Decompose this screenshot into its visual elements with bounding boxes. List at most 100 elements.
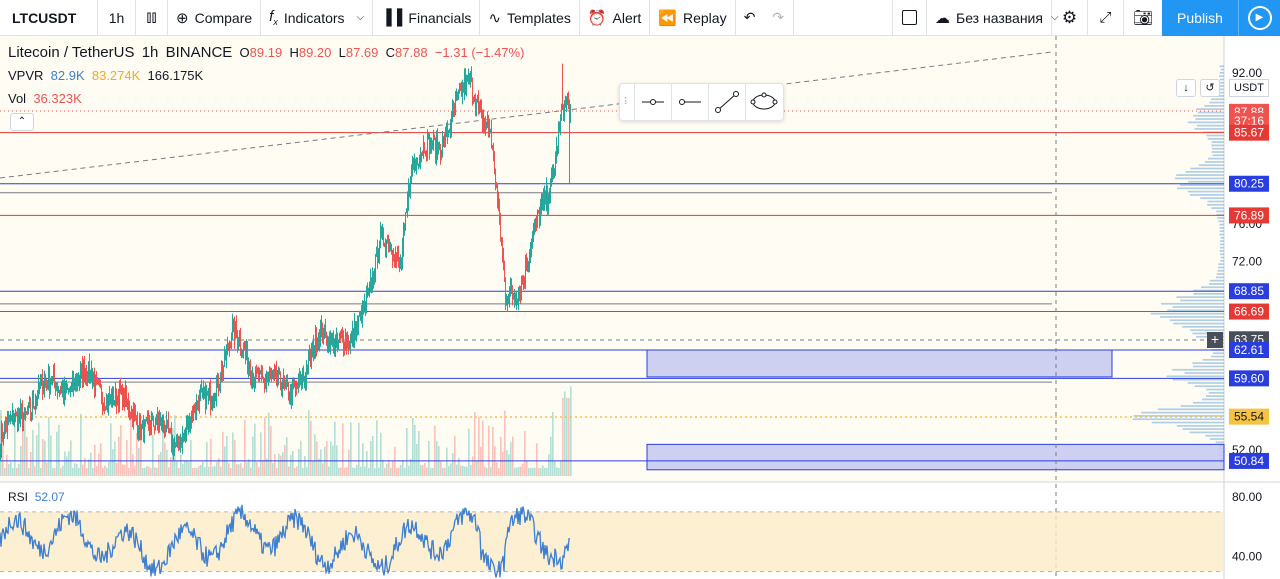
volume-bar bbox=[406, 427, 408, 476]
reset-scale-icon[interactable]: ↺ bbox=[1200, 79, 1220, 97]
horizontal-ray-tool[interactable] bbox=[634, 84, 671, 120]
templates-icon: ∿ bbox=[488, 9, 502, 27]
price-label: 62.61 bbox=[1234, 343, 1264, 357]
layout-name-button[interactable]: ☁ Без названия ⌵ bbox=[927, 0, 1059, 36]
volume-profile-row bbox=[1209, 283, 1224, 285]
volume-bar bbox=[528, 467, 530, 476]
volume-bar bbox=[410, 459, 412, 476]
trend-line-dashed[interactable] bbox=[0, 51, 1053, 179]
ray-tool[interactable] bbox=[671, 84, 708, 120]
volume-bar bbox=[92, 467, 94, 476]
undo-button[interactable]: ↶ bbox=[736, 0, 764, 36]
trend-line-tool[interactable] bbox=[708, 84, 745, 120]
volume-profile-row bbox=[1194, 128, 1224, 130]
y-axis-tick-label: 72.00 bbox=[1232, 255, 1262, 269]
chart-type-button[interactable]: ⫾⫾ bbox=[136, 0, 168, 36]
volume-bar bbox=[130, 418, 132, 476]
publish-button[interactable]: Publish bbox=[1162, 0, 1238, 36]
volume-bar bbox=[204, 467, 206, 476]
volume-bar bbox=[58, 425, 60, 476]
volume-bar bbox=[358, 422, 360, 476]
snapshot-button[interactable]: 📷︎ bbox=[1124, 0, 1162, 36]
vpvr-value-1: 82.9K bbox=[50, 68, 85, 83]
volume-bar bbox=[264, 417, 266, 476]
volume-profile-row bbox=[1209, 279, 1224, 282]
volume-profile-row bbox=[1220, 260, 1224, 262]
volume-bar bbox=[82, 464, 84, 476]
volume-bar bbox=[214, 466, 216, 476]
ellipse-tool[interactable] bbox=[745, 84, 782, 120]
volume-bar bbox=[100, 443, 102, 476]
volume-bar bbox=[38, 422, 40, 476]
vpvr-value-2: 83.274K bbox=[91, 68, 141, 83]
chart-area[interactable]: 80.00 40.00 92.00 76.00 72.00 52.00 87.88 37:… bbox=[0, 36, 1280, 579]
candles-icon: ⫾⫾ bbox=[146, 8, 157, 26]
volume-profile-row bbox=[1212, 352, 1224, 355]
volume-bar bbox=[524, 431, 526, 476]
volume-profile-row bbox=[1182, 326, 1224, 328]
price-label-background bbox=[1229, 283, 1269, 300]
volume-bar bbox=[80, 413, 82, 476]
volume-bar bbox=[552, 412, 554, 476]
volume-bar bbox=[16, 467, 18, 476]
plus-circle-icon: ⊕ bbox=[176, 9, 189, 27]
drag-handle-icon[interactable]: ⠇ bbox=[623, 96, 631, 108]
layout-name-label: Без названия bbox=[956, 9, 1043, 26]
legend-pair[interactable]: Litecoin / TetherUS bbox=[8, 44, 135, 61]
volume-bar bbox=[370, 441, 372, 476]
volume-bar bbox=[328, 466, 330, 476]
legend-l-label: L bbox=[338, 45, 346, 60]
volume-bar bbox=[502, 451, 504, 476]
volume-profile-row bbox=[1176, 424, 1224, 427]
volume-bar bbox=[498, 467, 500, 476]
legend-collapse-button[interactable]: ⌃ bbox=[10, 113, 34, 131]
redo-button[interactable]: ↷ bbox=[764, 0, 794, 36]
volume-bar bbox=[26, 436, 28, 476]
fullscreen-box-button[interactable] bbox=[893, 0, 927, 36]
volume-profile-row bbox=[1205, 395, 1224, 397]
volume-bar bbox=[424, 463, 426, 476]
interval-button[interactable]: 1h bbox=[98, 0, 136, 36]
volume-bar bbox=[212, 466, 214, 476]
volume-profile-row bbox=[1216, 210, 1224, 213]
rsi-band bbox=[0, 511, 1224, 572]
rsi-label[interactable]: RSI bbox=[8, 490, 29, 504]
volume-profile-row bbox=[1179, 184, 1224, 186]
vpvr-label[interactable]: VPVR bbox=[8, 68, 44, 83]
crosshair-add-icon[interactable] bbox=[1207, 332, 1223, 348]
volume-bar bbox=[398, 467, 400, 476]
indicators-button[interactable]: fx Indicators ⌵ bbox=[261, 0, 374, 36]
templates-button[interactable]: ∿ Templates bbox=[480, 0, 580, 36]
volume-bar bbox=[412, 417, 414, 476]
volume-bar bbox=[400, 465, 402, 476]
volume-profile-row bbox=[1160, 316, 1224, 318]
compare-button[interactable]: ⊕ Compare bbox=[168, 0, 262, 36]
settings-button[interactable]: ⚙ bbox=[1052, 0, 1088, 36]
volume-profile-row bbox=[1177, 187, 1224, 190]
volume-bar bbox=[126, 439, 128, 476]
volume-profile-row bbox=[1218, 88, 1224, 91]
financials-button[interactable]: ▐▐ Financials bbox=[373, 0, 481, 36]
expand-button[interactable]: ⤢ bbox=[1088, 0, 1124, 36]
volume-bar bbox=[42, 439, 44, 476]
volume-bar bbox=[314, 434, 316, 476]
chevron-down-icon: ⌵ bbox=[356, 12, 365, 23]
replay-button[interactable]: ⏪ Replay bbox=[650, 0, 736, 36]
alert-button[interactable]: ⏰ Alert bbox=[580, 0, 651, 36]
volume-bar bbox=[124, 464, 126, 476]
play-button[interactable]: ▶ bbox=[1238, 0, 1280, 36]
volume-profile-row bbox=[1193, 401, 1224, 404]
vol-label[interactable]: Vol bbox=[8, 91, 27, 106]
volume-bar bbox=[134, 465, 136, 476]
volume-bar bbox=[302, 467, 304, 476]
symbol-search-button[interactable]: LTCUSDT bbox=[0, 0, 98, 36]
volume-bar bbox=[468, 428, 470, 476]
volume-bar bbox=[456, 464, 458, 476]
drawing-toolbar: ⠇ bbox=[619, 83, 784, 121]
arrow-down-icon[interactable]: ↓ bbox=[1176, 79, 1196, 97]
price-label-background bbox=[1229, 207, 1269, 224]
volume-profile-row bbox=[1217, 85, 1224, 87]
volume-bar bbox=[300, 440, 302, 476]
currency-label[interactable]: USDT bbox=[1229, 79, 1269, 97]
